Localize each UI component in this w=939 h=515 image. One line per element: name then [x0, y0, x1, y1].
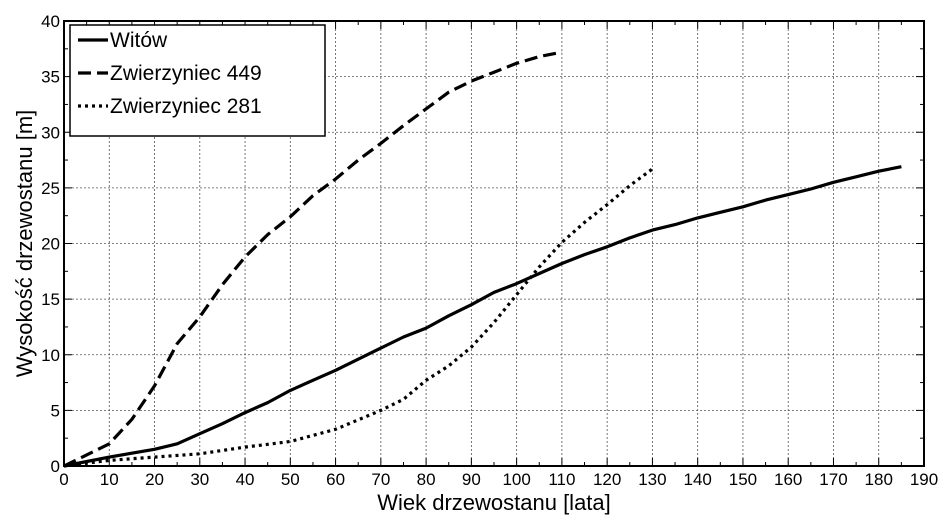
- series-line-zwierzyniec-281: [63, 167, 654, 468]
- x-tick-label: 30: [190, 470, 209, 489]
- x-tick-label: 120: [593, 470, 621, 489]
- y-tick-label: 40: [41, 12, 60, 31]
- plot-frame: [63, 20, 925, 467]
- x-tick-label: 130: [638, 470, 666, 489]
- series-line-zwierzyniec-449: [63, 50, 563, 468]
- x-tick-label: 110: [548, 470, 575, 489]
- y-tick-label: 30: [41, 123, 60, 142]
- legend-label-zwierzyniec-449: Zwierzyniec 449: [110, 62, 262, 85]
- x-tick-label: 100: [502, 470, 530, 489]
- y-axis-title: Wysokość drzewostanu [m]: [12, 110, 37, 378]
- x-tick-label: 50: [281, 470, 300, 489]
- y-tick-label: 10: [41, 346, 60, 365]
- grid: [64, 21, 924, 466]
- x-tick-label: 180: [865, 470, 893, 489]
- x-axis-title: Wiek drzewostanu [lata]: [377, 490, 611, 515]
- tick-labels: 0 10 20 30 40 50 60 70 80 90 100 110 120 130 140 150 160…: [41, 12, 938, 489]
- y-tick-label: 25: [41, 179, 60, 198]
- x-tick-label: 60: [326, 470, 345, 489]
- legend-box: [69, 24, 326, 137]
- y-tick-label: 15: [41, 290, 60, 309]
- y-tick-label: 5: [51, 401, 60, 420]
- series-line-witow: [63, 165, 902, 468]
- x-tick-label: 140: [683, 470, 711, 489]
- legend: Witów Zwierzyniec 449 Zwierzyniec 281: [69, 24, 326, 137]
- x-tick-label: 0: [59, 470, 68, 489]
- x-tick-label: 10: [100, 470, 119, 489]
- x-tick-label: 90: [462, 470, 481, 489]
- x-tick-label: 20: [145, 470, 164, 489]
- y-tick-label: 0: [51, 457, 60, 476]
- y-tick-label: 20: [41, 235, 60, 254]
- y-tick-label: 35: [41, 68, 60, 87]
- x-tick-label: 170: [819, 470, 847, 489]
- x-tick-label: 40: [236, 470, 255, 489]
- legend-label-zwierzyniec-281: Zwierzyniec 281: [110, 95, 262, 118]
- x-tick-label: 190: [910, 470, 938, 489]
- x-tick-label: 150: [729, 470, 757, 489]
- x-tick-label: 160: [774, 470, 802, 489]
- legend-label-witow: Witów: [110, 29, 168, 52]
- x-tick-label: 80: [417, 470, 436, 489]
- series-layer: [63, 50, 902, 468]
- x-tick-label: 70: [371, 470, 390, 489]
